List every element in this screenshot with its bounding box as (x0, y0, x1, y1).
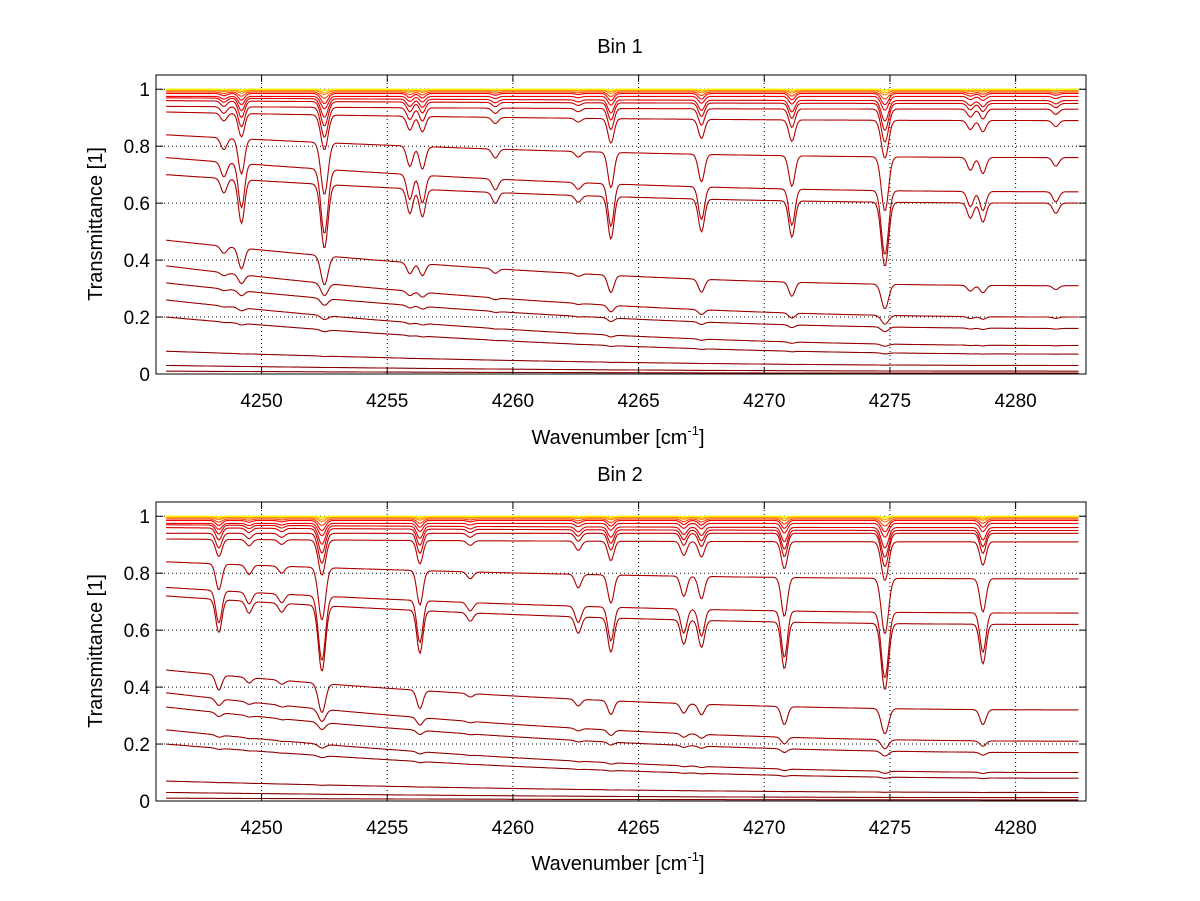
x-tick-label: 4270 (743, 391, 785, 412)
chart-panel-bin-2: Bin 2 4250 4255 4260 4265 4270 4275 4280 00.20… (85, 464, 1087, 875)
transmittance-series-line (166, 316, 1079, 355)
series-group (166, 515, 1079, 801)
y-tick-label: 0.6 (124, 621, 150, 642)
transmittance-series-line (166, 370, 1079, 374)
x-tick-label: 4255 (366, 391, 408, 412)
transmittance-series-line (166, 174, 1079, 267)
x-axis-label-text: Wavenumber [cm (531, 853, 687, 875)
transmittance-series-line (166, 350, 1079, 367)
transmittance-series-line (166, 90, 1079, 96)
axis-ticks (156, 502, 1086, 802)
x-tick-label: 4275 (869, 391, 911, 412)
x-axis-label: Wavenumber [cm-1] (531, 423, 704, 449)
y-tick-labels: 0 0.2 0.4 0.6 0.8 1 (124, 80, 151, 386)
x-tick-label: 4260 (492, 391, 534, 412)
x-tick-label: 4250 (240, 818, 282, 839)
transmittance-series-line (166, 105, 1079, 143)
transmittance-series-line (166, 706, 1079, 757)
transmittance-series-line (166, 157, 1079, 255)
axis-ticks (156, 75, 1086, 375)
transmittance-series-line (166, 134, 1079, 211)
x-tick-label: 4250 (240, 391, 282, 412)
chart-title: Bin 1 (597, 36, 643, 58)
transmittance-series-line (166, 780, 1079, 794)
transmittance-series-line (166, 239, 1079, 310)
x-tick-label: 4265 (617, 391, 659, 412)
transmittance-series-line (166, 92, 1079, 106)
x-axis-label-superscript: -1 (687, 849, 699, 864)
chart-title: Bin 2 (597, 464, 643, 486)
x-tick-label: 4270 (743, 818, 785, 839)
y-axis-label: Transmittance [1] (85, 574, 107, 728)
series-group (166, 88, 1079, 374)
transmittance-series-line (166, 515, 1079, 518)
transmittance-series-line (166, 595, 1079, 690)
transmittance-series-line (166, 743, 1079, 780)
y-tick-label: 0.6 (124, 194, 150, 215)
transmittance-series-line (166, 299, 1079, 347)
x-tick-label: 4255 (366, 818, 408, 839)
transmittance-series-line (166, 517, 1079, 523)
transmittance-series-line (166, 692, 1079, 750)
x-tick-label: 4260 (492, 818, 534, 839)
plot-frame (155, 501, 1087, 802)
y-tick-label: 0.8 (124, 564, 150, 585)
y-tick-label: 1 (139, 80, 150, 101)
transmittance-series-line (166, 97, 1079, 122)
plot-frame (155, 74, 1087, 375)
transmittance-series-line (166, 522, 1079, 538)
transmittance-series-line (166, 532, 1079, 567)
transmittance-series-line (166, 282, 1079, 333)
transmittance-series-line (166, 586, 1079, 678)
x-tick-labels: 4250 4255 4260 4265 4270 4275 4280 (240, 391, 1036, 412)
x-axis-label-end: ] (699, 427, 705, 449)
transmittance-series-line (166, 89, 1079, 94)
y-tick-label: 0 (139, 792, 150, 813)
transmittance-series-line (166, 524, 1079, 549)
y-tick-label: 0.2 (124, 735, 150, 756)
transmittance-series-line (166, 516, 1079, 521)
y-tick-labels: 0 0.2 0.4 0.6 0.8 1 (124, 507, 151, 813)
transmittance-series-line (166, 88, 1079, 91)
y-tick-label: 0.4 (124, 251, 151, 272)
y-tick-label: 0.2 (124, 308, 150, 329)
transmittance-series-line (166, 95, 1079, 111)
transmittance-series-line (166, 100, 1079, 131)
x-tick-labels: 4250 4255 4260 4265 4270 4275 4280 (240, 818, 1036, 839)
transmittance-series-line (166, 111, 1079, 159)
x-axis-label: Wavenumber [cm-1] (531, 849, 704, 875)
transmittance-series-line (166, 561, 1079, 634)
y-tick-label: 0.8 (124, 137, 150, 158)
y-tick-label: 1 (139, 507, 150, 528)
x-tick-label: 4265 (617, 818, 659, 839)
x-tick-label: 4275 (869, 818, 911, 839)
transmittance-series-line (166, 527, 1079, 558)
transmittance-series-line (166, 791, 1079, 799)
transmittance-series-line (166, 265, 1079, 325)
x-axis-label-superscript: -1 (687, 423, 699, 438)
transmittance-series-line (166, 729, 1079, 775)
y-tick-label: 0.4 (124, 678, 151, 699)
transmittance-series-line (166, 669, 1079, 735)
transmittance-series-line (166, 364, 1079, 372)
y-axis-label: Transmittance [1] (85, 147, 107, 301)
transmittance-series-line (166, 91, 1079, 100)
chart-panel-bin-1: Bin 1 4250 4255 4260 4265 4270 4275 4280 00.20… (85, 36, 1087, 449)
transmittance-series-line (166, 538, 1079, 581)
transmittance-series-line (166, 797, 1079, 801)
y-tick-label: 0 (139, 365, 150, 386)
x-tick-label: 4280 (994, 391, 1036, 412)
x-tick-label: 4280 (994, 818, 1036, 839)
x-axis-label-text: Wavenumber [cm (531, 427, 687, 449)
x-axis-label-end: ] (699, 853, 705, 875)
transmittance-series-line (166, 518, 1079, 527)
transmittance-series-line (166, 519, 1079, 533)
